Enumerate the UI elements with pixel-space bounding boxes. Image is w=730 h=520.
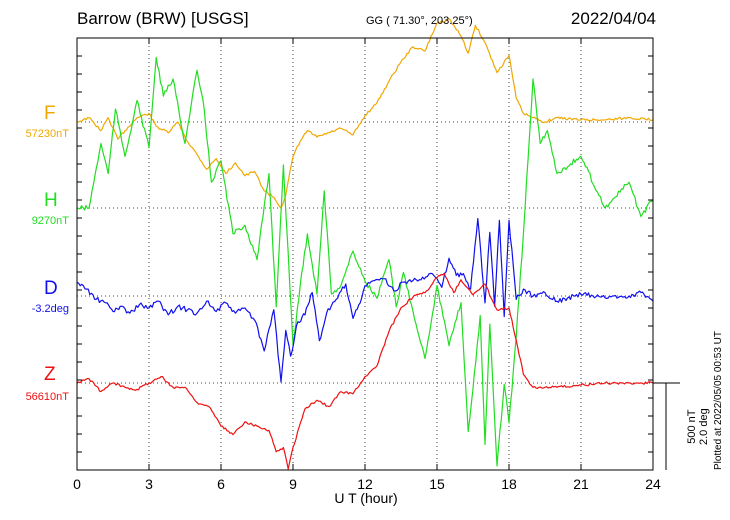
x-tick-label: 0 xyxy=(73,476,81,492)
component-name-F: F xyxy=(44,103,56,124)
plot-date: 2022/04/04 xyxy=(570,9,656,28)
x-tick-label: 3 xyxy=(145,476,153,492)
x-tick-label: 6 xyxy=(217,476,225,492)
component-baseline-D: -3.2deg xyxy=(31,303,69,315)
geographic-coords: GG ( 71.30°, 203.25°) xyxy=(366,15,473,27)
series-line-D xyxy=(76,218,654,383)
x-axis-label: U T (hour) xyxy=(334,490,398,506)
x-tick-label: 12 xyxy=(357,476,373,492)
series-line-F xyxy=(77,18,654,209)
scale-nt: 500 nT xyxy=(686,409,698,444)
series-line-Z xyxy=(76,272,654,470)
component-name-Z: Z xyxy=(44,364,56,385)
component-baseline-F: 57230nT xyxy=(25,128,69,140)
series-line-H xyxy=(76,56,654,467)
component-baseline-Z: 56610nT xyxy=(25,391,69,403)
scale-bar xyxy=(653,382,680,470)
x-tick-label: 9 xyxy=(289,476,297,492)
x-tick-label: 21 xyxy=(573,476,589,492)
series-lines xyxy=(76,18,654,470)
station-title: Barrow (BRW) [USGS] xyxy=(77,9,249,28)
x-tick-label: 24 xyxy=(645,476,661,492)
x-tick-label: 18 xyxy=(501,476,517,492)
grid-lines xyxy=(77,38,653,470)
scale-legend: 500 nT 2.0 deg xyxy=(686,408,710,445)
x-axis-ticks xyxy=(76,38,654,470)
x-tick-label: 15 xyxy=(429,476,445,492)
plotted-timestamp: Plotted at 2022/05/05 00:53 UT xyxy=(713,331,724,470)
component-name-H: H xyxy=(44,190,58,211)
component-baseline-H: 9270nT xyxy=(31,215,69,227)
scale-deg: 2.0 deg xyxy=(698,408,710,445)
component-name-D: D xyxy=(44,278,58,299)
